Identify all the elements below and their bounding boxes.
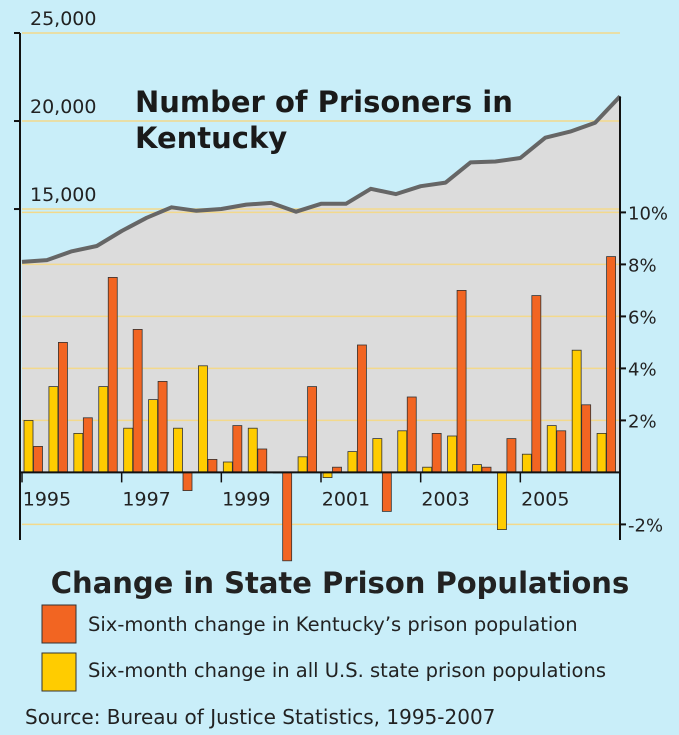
y2-tick-label: 8%: [628, 255, 657, 276]
legend-label: Six-month change in all U.S. state priso…: [88, 659, 606, 682]
y-tick-label: 25,000: [30, 8, 96, 30]
bar: [222, 461, 233, 473]
bar: [581, 404, 592, 473]
x-tick-label: 1999: [222, 488, 270, 510]
bar: [397, 430, 408, 473]
x-tick-label: 1995: [23, 488, 71, 510]
y2-tick-label: 6%: [628, 307, 657, 328]
bar: [546, 425, 557, 473]
x-tick-label: 2003: [421, 488, 469, 510]
bar: [123, 427, 134, 473]
bar: [497, 471, 507, 530]
bar: [48, 386, 59, 473]
bar: [23, 419, 34, 473]
bar: [447, 435, 457, 473]
bar: [357, 344, 367, 473]
legend-swatch: [41, 652, 77, 692]
y2-tick-label: 4%: [628, 359, 657, 380]
area-line: [21, 95, 622, 264]
bar: [571, 349, 582, 473]
chart-title: Change in State Prison Populations: [51, 566, 629, 600]
area-label: Number of Prisoners in Kentucky: [135, 85, 513, 155]
bar: [132, 328, 143, 473]
bar: [596, 432, 607, 473]
bar: [148, 399, 158, 473]
bar: [347, 451, 358, 473]
bar: [82, 417, 93, 473]
bar: [33, 445, 43, 473]
bar: [372, 438, 383, 473]
bar: [107, 276, 118, 473]
bar: [173, 427, 183, 473]
bar: [182, 471, 193, 491]
y-tick-label: 20,000: [30, 96, 96, 118]
bar: [472, 464, 482, 473]
bar: [282, 471, 293, 562]
bar: [556, 430, 567, 473]
x-tick-label: 2005: [521, 488, 569, 510]
area-fill: [22, 96, 620, 474]
bar: [406, 396, 417, 473]
y-tick-label: 15,000: [30, 184, 96, 206]
legend-label: Six-month change in Kentucky’s prison po…: [88, 613, 578, 636]
bar: [257, 448, 268, 473]
x-tick-label: 2001: [322, 488, 370, 510]
bar: [247, 427, 258, 473]
bar: [521, 453, 532, 473]
x-tick-label: 1997: [122, 488, 170, 510]
bar: [606, 256, 616, 473]
y2-tick-label: 10%: [628, 203, 668, 224]
bar: [531, 295, 542, 473]
bar: [506, 438, 517, 473]
bar: [58, 341, 68, 473]
bar: [157, 380, 168, 473]
bar: [297, 456, 308, 473]
bar: [207, 458, 218, 473]
y2-tick-label: 2%: [628, 411, 657, 432]
bar: [98, 386, 109, 473]
bar: [456, 289, 467, 473]
bar: [73, 432, 84, 473]
source-note: Source: Bureau of Justice Statistics, 19…: [25, 705, 495, 729]
bar: [381, 471, 392, 512]
legend-swatch: [41, 604, 77, 644]
y2-tick-label: -2%: [628, 515, 663, 536]
bar: [431, 432, 442, 473]
bar: [232, 425, 243, 473]
bar: [307, 386, 317, 473]
bar: [198, 365, 208, 473]
